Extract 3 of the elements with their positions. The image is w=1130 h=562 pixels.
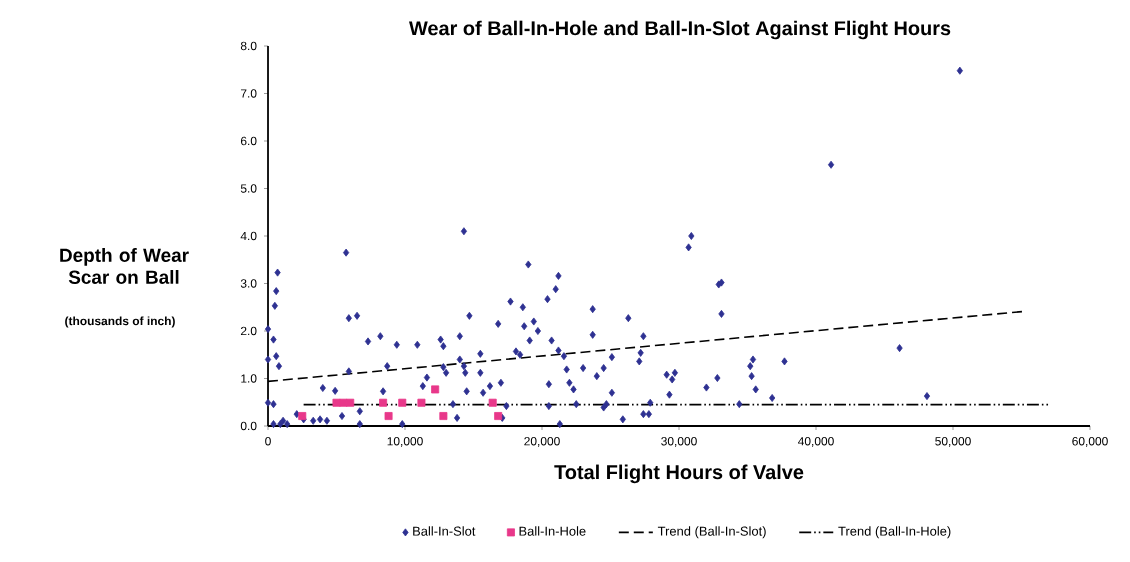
chart-title: Wear of Ball-In-Hole and Ball-In-Slot Against Flight Hours	[409, 20, 951, 40]
y-axis-title: Depth of Wear Scar on Ball	[60, 248, 189, 284]
x-axis-title: Total Flight Hours of Valve	[554, 464, 804, 484]
